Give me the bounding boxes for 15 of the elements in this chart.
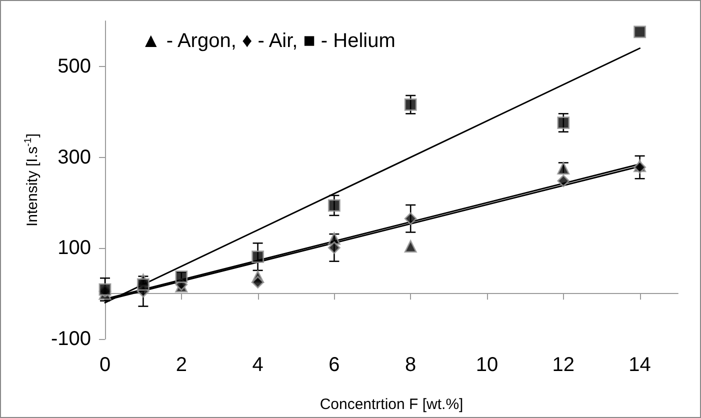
x-tick-label: 6 bbox=[328, 354, 340, 376]
y-tick-label: 100 bbox=[58, 237, 91, 260]
x-tick-label: 12 bbox=[552, 354, 575, 376]
x-tick-label: 10 bbox=[476, 354, 498, 376]
x-tick-label: 14 bbox=[628, 354, 651, 376]
x-tick-label: 0 bbox=[99, 354, 111, 376]
y-tick-label: 300 bbox=[58, 146, 91, 168]
y-tick-label: 500 bbox=[58, 55, 91, 78]
x-axis-title: Concentrtion F [wt.%] bbox=[320, 396, 464, 413]
x-tick-label: 8 bbox=[405, 354, 416, 376]
x-tick-label: 2 bbox=[176, 354, 187, 376]
y-tick-label: -100 bbox=[50, 328, 91, 350]
x-tick-label: 4 bbox=[252, 354, 264, 376]
y-axis-title: Intensity [I.s-1] bbox=[23, 133, 42, 227]
annotation: ▲ - Argon, ♦ - Air, ■ - Helium bbox=[141, 30, 396, 52]
